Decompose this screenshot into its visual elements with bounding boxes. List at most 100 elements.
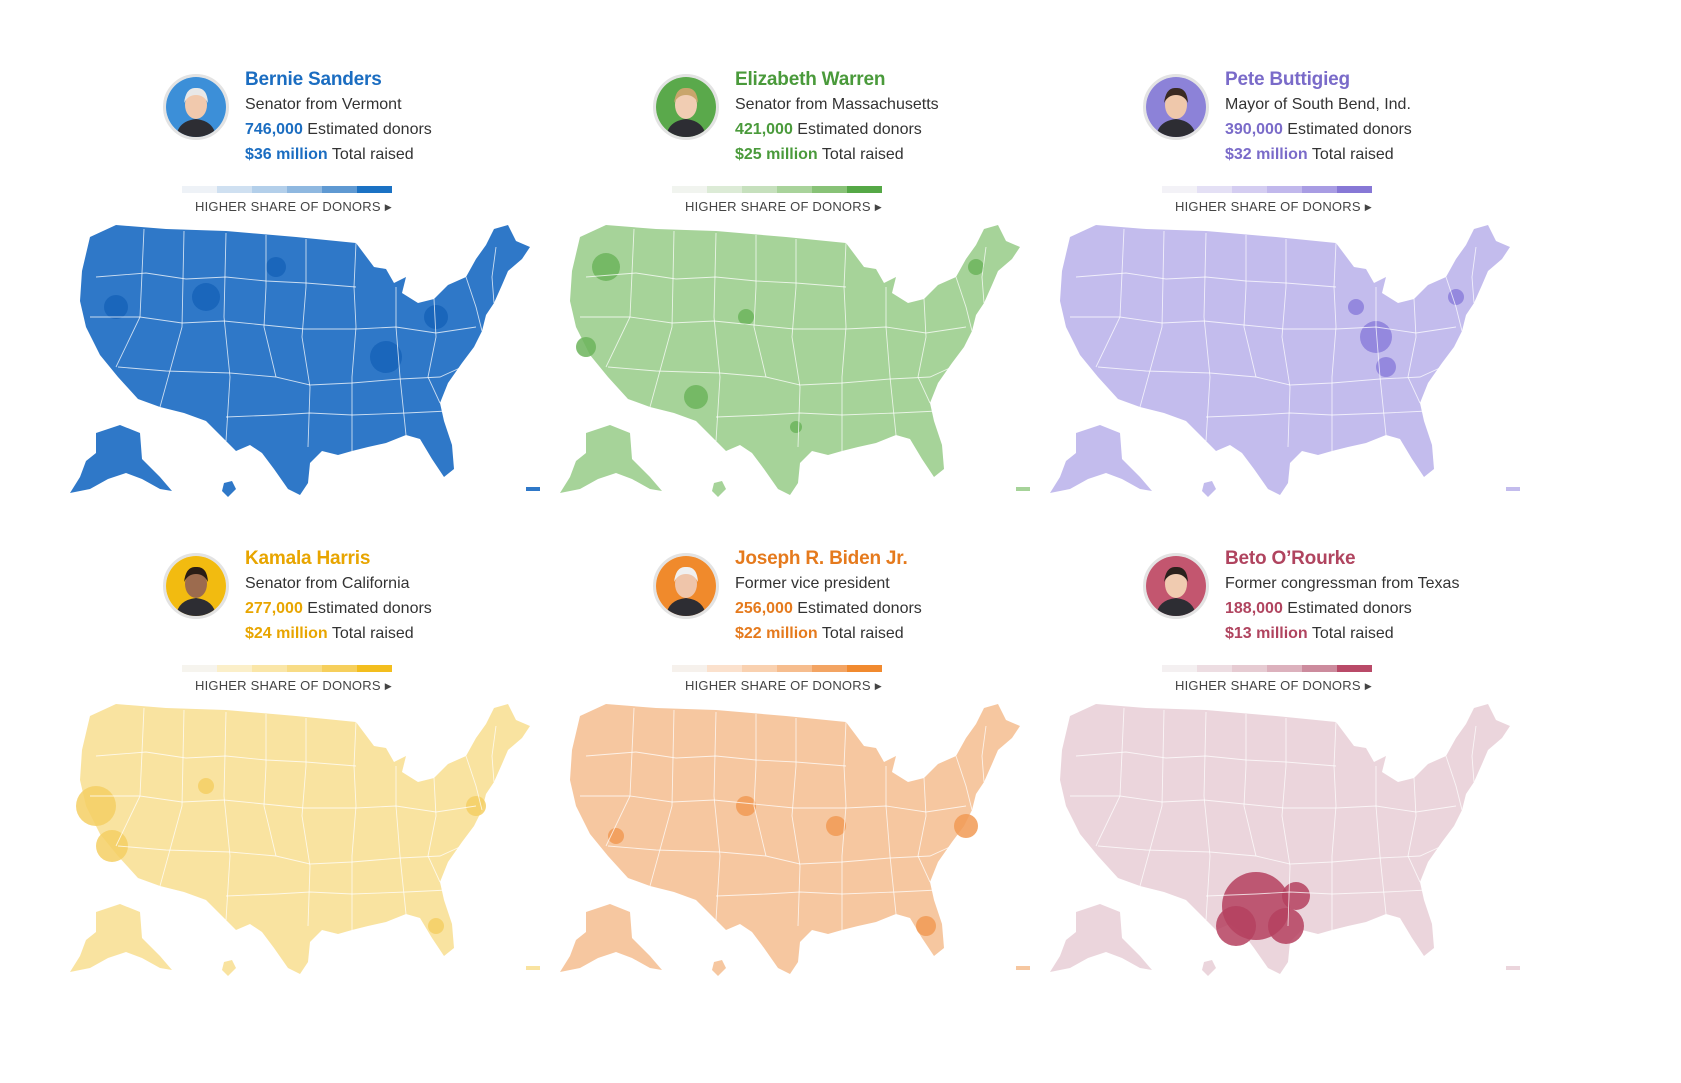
hawaii-shape bbox=[712, 481, 726, 497]
candidate-panel-warren: Elizabeth Warren Senator from Massachuse… bbox=[546, 62, 1066, 532]
state-border bbox=[225, 410, 449, 418]
high-share-region bbox=[370, 341, 402, 373]
state-border bbox=[263, 714, 277, 857]
state-border bbox=[1243, 714, 1257, 857]
state-border bbox=[395, 766, 407, 915]
legend-swatch bbox=[1197, 186, 1232, 193]
state-border bbox=[917, 777, 931, 883]
alaska-shape bbox=[70, 904, 172, 972]
color-legend: HIGHER SHARE OF DONORS ▶ bbox=[182, 186, 392, 214]
candidate-role: Former vice president bbox=[735, 575, 890, 592]
state-border bbox=[427, 777, 441, 883]
candidate-photo bbox=[1143, 74, 1209, 140]
state-border bbox=[1281, 239, 1291, 448]
state-border bbox=[1203, 232, 1211, 442]
candidate-photo bbox=[653, 553, 719, 619]
portrait-icon bbox=[166, 77, 226, 137]
portrait-icon bbox=[1146, 77, 1206, 137]
legend-label: HIGHER SHARE OF DONORS ▶ bbox=[182, 199, 392, 214]
state-border bbox=[885, 287, 897, 436]
legend-swatch bbox=[777, 665, 812, 672]
color-legend: HIGHER SHARE OF DONORS ▶ bbox=[1162, 665, 1372, 693]
us-donor-map bbox=[70, 225, 540, 497]
state-border bbox=[351, 721, 357, 930]
candidate-panel-buttigieg: Pete Buttigieg Mayor of South Bend, Ind.… bbox=[1036, 62, 1556, 532]
candidate-name: Bernie Sanders bbox=[245, 69, 382, 90]
color-legend: HIGHER SHARE OF DONORS ▶ bbox=[182, 665, 392, 693]
territory-marker bbox=[1506, 966, 1520, 970]
legend-swatch bbox=[742, 665, 777, 672]
legend-swatches bbox=[1162, 186, 1372, 193]
raised-value: $25 million bbox=[735, 146, 818, 163]
contiguous-us-shape bbox=[570, 225, 1020, 495]
raised-label: Total raised bbox=[821, 625, 904, 642]
color-legend: HIGHER SHARE OF DONORS ▶ bbox=[672, 186, 882, 214]
hair bbox=[1164, 566, 1188, 582]
state-border bbox=[1445, 755, 1463, 811]
legend-swatch bbox=[217, 665, 252, 672]
high-share-region bbox=[736, 796, 756, 816]
hair bbox=[674, 87, 698, 103]
legend-swatch bbox=[217, 186, 252, 193]
alaska-shape bbox=[560, 425, 662, 493]
candidate-photo bbox=[653, 74, 719, 140]
state-border bbox=[1375, 287, 1387, 436]
contiguous-us-shape bbox=[1060, 225, 1510, 495]
candidate-role: Mayor of South Bend, Ind. bbox=[1225, 96, 1411, 113]
donors-value: 390,000 bbox=[1225, 121, 1283, 138]
alaska-shape bbox=[1050, 425, 1152, 493]
legend-swatch bbox=[707, 665, 742, 672]
raised-label: Total raised bbox=[331, 146, 414, 163]
state-border bbox=[649, 230, 675, 408]
state-border bbox=[491, 725, 497, 783]
state-border bbox=[263, 235, 277, 378]
legend-swatch bbox=[777, 186, 812, 193]
state-border bbox=[301, 718, 311, 927]
high-share-region bbox=[1282, 882, 1310, 910]
state-border bbox=[223, 232, 231, 442]
legend-swatches bbox=[1162, 665, 1372, 672]
donors-value: 421,000 bbox=[735, 121, 793, 138]
state-border bbox=[225, 889, 449, 897]
donors-value: 256,000 bbox=[735, 600, 793, 617]
donors-value: 277,000 bbox=[245, 600, 303, 617]
raised-stat: $22 million Total raised bbox=[735, 621, 922, 646]
high-share-region bbox=[916, 916, 936, 936]
hawaii-shape bbox=[712, 960, 726, 976]
state-border bbox=[1139, 709, 1165, 887]
donors-label: Estimated donors bbox=[307, 600, 432, 617]
legend-swatch bbox=[1232, 186, 1267, 193]
legend-swatch bbox=[287, 665, 322, 672]
legend-swatch bbox=[322, 665, 357, 672]
shoulders bbox=[666, 119, 706, 137]
portrait-icon bbox=[656, 556, 716, 616]
candidate-panel-biden: Joseph R. Biden Jr. Former vice presiden… bbox=[546, 541, 1066, 1011]
high-share-region bbox=[424, 305, 448, 329]
state-border bbox=[715, 889, 939, 897]
contiguous-us-shape bbox=[80, 704, 530, 974]
high-share-region bbox=[266, 257, 286, 277]
state-border bbox=[981, 246, 987, 304]
high-share-region bbox=[790, 421, 802, 433]
legend-swatch bbox=[322, 186, 357, 193]
alaska-shape bbox=[560, 904, 662, 972]
us-donor-map bbox=[560, 704, 1030, 976]
state-border bbox=[649, 709, 675, 887]
donors-stat: 390,000 Estimated donors bbox=[1225, 117, 1412, 142]
candidate-panel-sanders: Bernie Sanders Senator from Vermont 746,… bbox=[56, 62, 576, 532]
territory-marker bbox=[1016, 966, 1030, 970]
territory-marker bbox=[526, 487, 540, 491]
portrait-icon bbox=[1146, 556, 1206, 616]
state-border bbox=[465, 276, 483, 332]
state-border bbox=[223, 711, 231, 921]
donors-label: Estimated donors bbox=[797, 121, 922, 138]
donors-stat: 256,000 Estimated donors bbox=[735, 596, 922, 621]
donors-stat: 277,000 Estimated donors bbox=[245, 596, 432, 621]
candidate-photo bbox=[163, 553, 229, 619]
donors-label: Estimated donors bbox=[1287, 121, 1412, 138]
high-share-region bbox=[198, 778, 214, 794]
legend-swatches bbox=[672, 665, 882, 672]
triangle-right-icon: ▶ bbox=[874, 681, 882, 691]
us-donor-map bbox=[1050, 704, 1520, 976]
legend-label: HIGHER SHARE OF DONORS ▶ bbox=[672, 678, 882, 693]
